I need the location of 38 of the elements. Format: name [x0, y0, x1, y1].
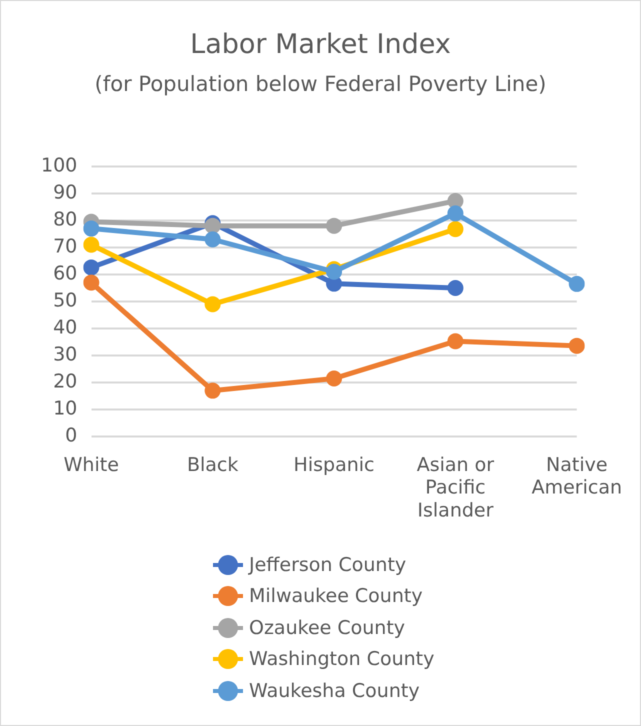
legend-label: Milwaukee County	[249, 585, 423, 608]
point	[447, 333, 464, 350]
point	[447, 205, 464, 222]
point	[204, 231, 221, 248]
legend-label: Waukesha County	[249, 680, 420, 702]
legend-label: Jefferson County	[249, 554, 406, 576]
point	[447, 280, 464, 296]
y-tick-label: 0	[65, 424, 78, 447]
y-tick-label: 60	[53, 262, 78, 284]
point	[326, 370, 342, 387]
x-tick-label: White	[64, 454, 119, 476]
y-tick-label: 50	[53, 289, 78, 312]
point	[568, 276, 585, 292]
point	[326, 218, 342, 234]
x-tick-label: Native American	[532, 454, 622, 499]
point	[568, 338, 585, 354]
legend-label: Ozaukee County	[249, 616, 406, 639]
y-tick-label: 100	[41, 154, 78, 176]
y-tick-label: 30	[53, 343, 78, 366]
y-tick-label: 70	[53, 235, 78, 258]
y-tick-label: 40	[53, 316, 78, 338]
point	[447, 221, 464, 238]
y-tick-label: 10	[53, 398, 78, 420]
y-tick-label: 20	[53, 370, 78, 392]
y-tick-label: 80	[53, 208, 78, 230]
y-tick-label: 90	[53, 181, 78, 204]
x-tick-label: Hispanic	[294, 454, 374, 476]
chart-title: Labor Market Index	[189, 29, 452, 60]
point	[83, 220, 100, 237]
point	[204, 382, 221, 399]
x-tick-label: Black	[186, 454, 238, 476]
x-tick-label: Asian or Pacific Islander	[416, 454, 494, 522]
chart-subtitle: (for Population below Federal Poverty Line)	[94, 71, 548, 98]
point	[83, 259, 100, 276]
point	[83, 236, 100, 253]
point	[83, 274, 100, 291]
point	[204, 296, 221, 312]
legend-label: Washington County	[249, 648, 434, 670]
